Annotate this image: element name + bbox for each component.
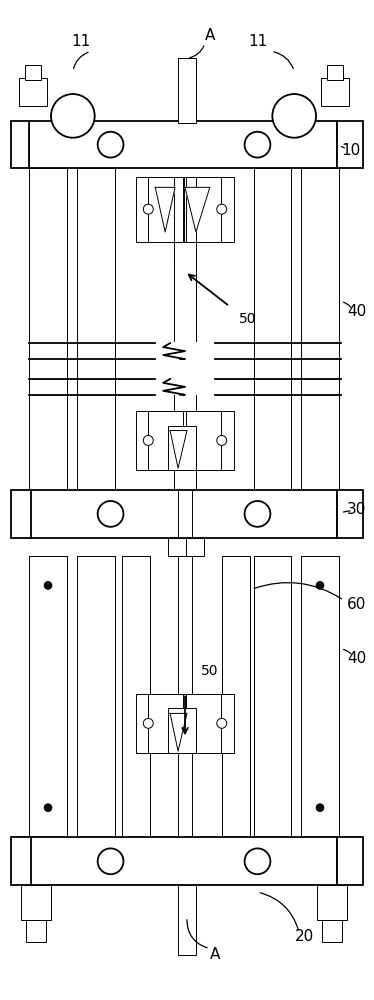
Text: 10: 10	[341, 143, 361, 158]
Bar	[57, 116, 89, 128]
Text: A: A	[209, 947, 220, 962]
Bar	[148, 694, 183, 753]
Bar	[178, 885, 196, 955]
Polygon shape	[155, 187, 175, 232]
Circle shape	[217, 204, 227, 214]
Bar	[26, 920, 46, 942]
Text: 60: 60	[347, 597, 367, 612]
Text: 11: 11	[71, 34, 91, 49]
Circle shape	[245, 848, 270, 874]
Polygon shape	[185, 187, 210, 232]
Bar	[186, 177, 221, 242]
Bar	[254, 168, 291, 490]
Bar	[77, 168, 114, 490]
Polygon shape	[170, 431, 187, 468]
Bar	[25, 65, 41, 80]
Text: 11: 11	[248, 34, 267, 49]
Circle shape	[316, 581, 324, 589]
Bar	[186, 411, 221, 470]
Bar	[337, 837, 363, 885]
Bar	[29, 556, 67, 837]
Circle shape	[98, 848, 123, 874]
Circle shape	[143, 435, 153, 445]
Bar	[186, 694, 221, 753]
Text: 20: 20	[294, 929, 314, 944]
Bar	[254, 556, 291, 837]
Bar	[148, 411, 183, 470]
Bar	[321, 78, 349, 106]
Circle shape	[143, 718, 153, 728]
Text: 50: 50	[239, 312, 256, 326]
Bar	[29, 121, 337, 168]
Bar	[29, 837, 337, 885]
Bar	[322, 920, 342, 942]
Circle shape	[51, 94, 95, 138]
Circle shape	[217, 435, 227, 445]
Bar	[77, 556, 114, 837]
Bar	[301, 168, 339, 490]
Bar	[178, 58, 196, 123]
Circle shape	[316, 804, 324, 812]
Circle shape	[143, 204, 153, 214]
Bar	[337, 490, 363, 538]
Bar	[29, 490, 337, 538]
Bar	[337, 121, 363, 168]
Bar	[148, 177, 183, 242]
Bar	[222, 556, 249, 837]
Bar	[317, 885, 347, 920]
Bar	[11, 121, 29, 168]
Bar	[137, 411, 234, 470]
Circle shape	[245, 132, 270, 158]
Bar	[278, 116, 310, 128]
Circle shape	[44, 804, 52, 812]
Bar	[168, 708, 196, 753]
Text: 50: 50	[201, 664, 218, 678]
Bar	[327, 65, 343, 80]
Bar	[122, 556, 150, 837]
Text: 40: 40	[347, 304, 367, 319]
Bar	[19, 78, 47, 106]
Bar	[11, 837, 31, 885]
Bar	[29, 168, 67, 490]
Bar	[137, 177, 234, 242]
Bar	[168, 426, 196, 470]
Bar	[21, 885, 51, 920]
Text: 30: 30	[347, 502, 367, 517]
Bar	[11, 490, 31, 538]
Polygon shape	[170, 713, 187, 751]
Circle shape	[98, 501, 123, 527]
Bar	[168, 538, 186, 556]
Text: 40: 40	[347, 651, 367, 666]
Text: A: A	[205, 28, 215, 43]
Circle shape	[98, 132, 123, 158]
Bar	[301, 556, 339, 837]
Circle shape	[217, 718, 227, 728]
Bar	[186, 538, 204, 556]
Bar	[137, 694, 234, 753]
Circle shape	[44, 581, 52, 589]
Circle shape	[272, 94, 316, 138]
Circle shape	[245, 501, 270, 527]
